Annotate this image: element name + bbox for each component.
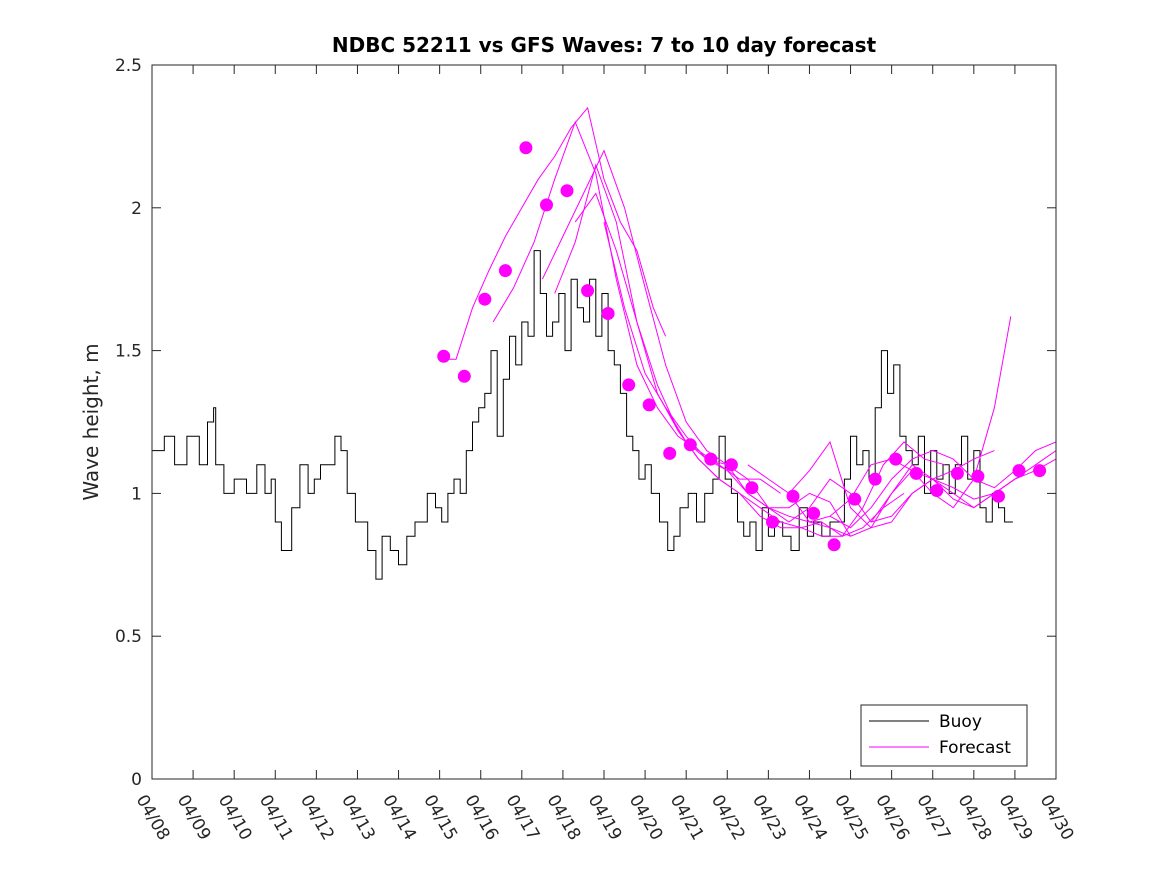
forecast-point [642,398,656,412]
x-tick-label: 04/17 [501,792,543,844]
x-tick-label: 04/28 [953,792,995,844]
x-tick-label: 04/08 [132,792,174,844]
forecast-line-2 [492,120,781,494]
forecast-point [992,489,1005,503]
forecast-point [498,264,512,278]
forecast-point [868,472,882,486]
forecast-point [540,198,553,212]
forecast-point [1012,464,1026,478]
data-layer [152,106,1056,580]
x-tick-label: 04/18 [543,792,585,844]
forecast-point [560,184,574,198]
x-tick-label: 04/27 [912,792,954,844]
forecast-point [457,369,471,383]
x-tick-label: 04/11 [255,792,297,844]
x-tick-label: 04/30 [1036,792,1078,844]
x-tick-label: 04/10 [214,792,256,844]
plot-area-frame [151,64,1057,780]
x-tick-label: 04/13 [337,792,379,844]
legend-label-forecast: Forecast [939,738,1011,758]
forecast-line-10 [829,441,1056,529]
legend: Buoy Forecast [860,704,1028,767]
x-tick-label: 04/24 [789,792,831,844]
x-tick-labels: 04/08 04/09 04/10 04/11 04/12 04/13 04/14 04/15… [132,792,1078,844]
forecast-point [971,469,985,483]
forecast-line-4 [554,163,905,537]
chart-title: NDBC 52211 vs GFS Waves: 7 to 10 day for… [332,33,877,57]
y-tick-label: 0.5 [115,627,142,647]
forecast-point [848,492,862,506]
x-tick-label: 04/22 [707,792,749,844]
legend-box [860,704,1028,767]
forecast-point [930,484,944,497]
forecast-point [950,466,964,480]
forecast-point [724,458,738,472]
x-tick-label: 04/20 [625,792,667,844]
y-tick-label: 1.5 [115,342,142,362]
tick-marks [151,64,1057,780]
forecast-line-11 [870,316,1012,523]
forecast-point [663,446,677,460]
x-tick-label: 04/12 [296,792,338,844]
y-tick-label: 2 [131,199,142,219]
forecast-point [827,538,841,552]
x-tick-label: 04/23 [748,792,790,844]
legend-label-buoy: Buoy [939,712,982,732]
forecast-point [437,349,451,363]
forecast-point [601,307,615,320]
forecast-point [1033,464,1047,478]
forecast-point [478,292,492,306]
y-tick-label: 0 [131,770,142,790]
forecast-point [786,489,800,503]
forecast-point [889,452,903,466]
forecast-line-6 [603,221,995,523]
forecast-point [766,515,779,529]
x-tick-label: 04/16 [460,792,502,844]
x-tick-label: 04/25 [830,792,872,844]
y-tick-label: 2.5 [115,56,142,76]
forecast-point [622,378,636,392]
y-axis-label: Wave height, m [79,343,103,500]
forecast-line-1 [439,106,667,360]
forecast-line-8 [747,450,1056,523]
forecast-line-9 [788,440,1056,529]
forecast-line-7 [665,407,1016,537]
forecast-line-5 [574,192,946,537]
x-tick-label: 04/29 [995,792,1037,844]
forecast-point [683,438,697,452]
x-tick-label: 04/19 [584,792,626,844]
forecast-point [519,141,533,155]
x-tick-label: 04/15 [419,792,461,844]
forecast-point [745,481,759,495]
series-buoy-line [152,250,1013,580]
x-tick-label: 04/09 [173,792,215,844]
forecast-line-3 [541,149,851,537]
forecast-point [909,466,923,480]
forecast-point [581,284,595,298]
forecast-point [704,452,718,466]
y-tick-labels: 0 0.5 1 1.5 2 2.5 [115,56,142,790]
y-tick-label: 1 [131,484,142,504]
x-tick-label: 04/21 [666,792,708,844]
x-tick-label: 04/26 [871,792,913,844]
x-tick-label: 04/14 [378,792,420,844]
forecast-point [807,506,821,520]
